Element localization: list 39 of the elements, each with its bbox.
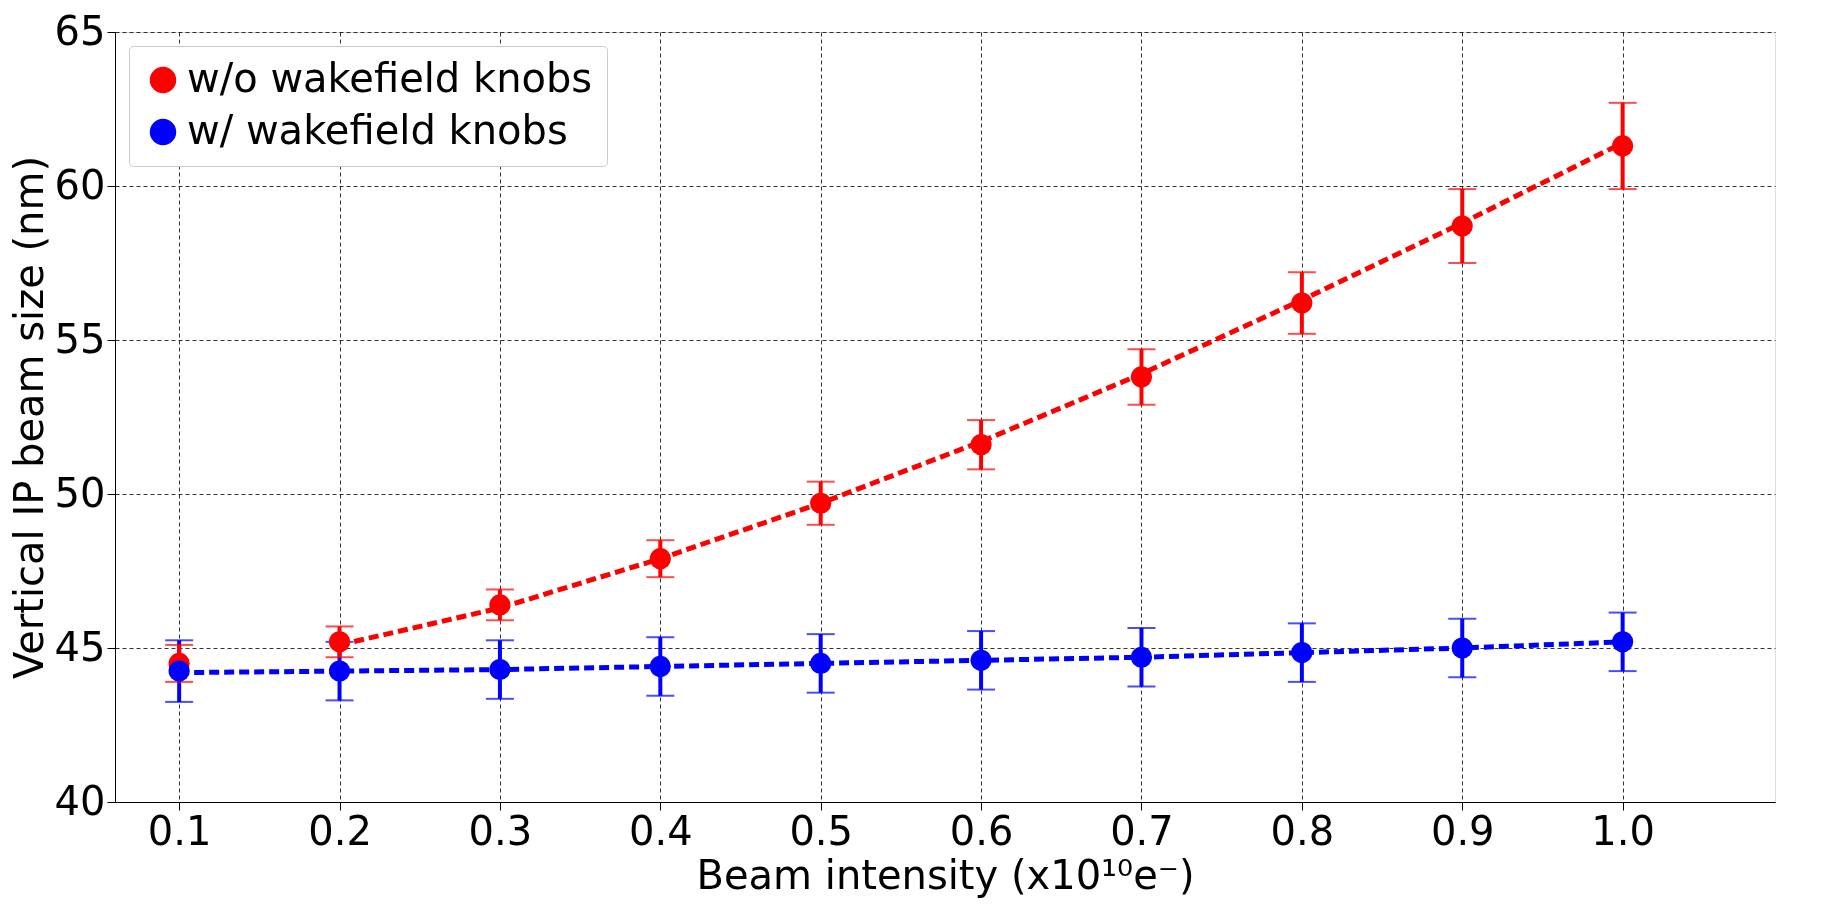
x-tick-label: 0.7 bbox=[1110, 807, 1174, 854]
x-tick-label: 0.3 bbox=[468, 807, 533, 854]
point bbox=[1291, 642, 1313, 664]
x-tick-label: 1.0 bbox=[1591, 807, 1655, 854]
y-tick-label: 60 bbox=[54, 161, 106, 208]
y-tick-label: 45 bbox=[54, 623, 106, 670]
x-tick-label: 0.1 bbox=[147, 807, 212, 854]
x-tick-label: 0.2 bbox=[308, 807, 372, 854]
y-tick-label: 50 bbox=[54, 469, 106, 516]
x-axis-title: Beam intensity (x10¹⁰e⁻) bbox=[696, 851, 1195, 898]
point bbox=[810, 492, 832, 514]
legend-label: w/o wakefield knobs bbox=[187, 55, 593, 101]
x-tick-label: 0.8 bbox=[1270, 807, 1335, 854]
point bbox=[328, 631, 351, 653]
point bbox=[489, 594, 511, 616]
point bbox=[1130, 366, 1153, 388]
point bbox=[489, 658, 511, 681]
point bbox=[970, 649, 992, 671]
point bbox=[1451, 637, 1473, 659]
point bbox=[168, 660, 190, 682]
point bbox=[649, 548, 671, 570]
x-tick-label: 0.9 bbox=[1430, 807, 1495, 854]
y-tick-label: 40 bbox=[54, 777, 106, 824]
x-tick-label: 0.6 bbox=[949, 807, 1014, 854]
y-tick-label: 55 bbox=[54, 315, 106, 362]
point bbox=[1612, 631, 1634, 653]
point bbox=[810, 652, 832, 674]
point bbox=[1612, 135, 1634, 157]
point bbox=[1291, 292, 1313, 314]
x-tick-label: 0.5 bbox=[789, 807, 854, 854]
y-tick-label: 65 bbox=[54, 7, 106, 54]
point bbox=[1451, 215, 1473, 237]
point bbox=[1130, 646, 1153, 668]
legend-label: w/ wakefield knobs bbox=[187, 107, 568, 153]
y-axis-title: Vertical IP beam size (nm) bbox=[5, 155, 52, 680]
point bbox=[649, 655, 671, 678]
point bbox=[970, 434, 992, 456]
point bbox=[328, 660, 351, 682]
x-tick-label: 0.4 bbox=[629, 807, 693, 854]
